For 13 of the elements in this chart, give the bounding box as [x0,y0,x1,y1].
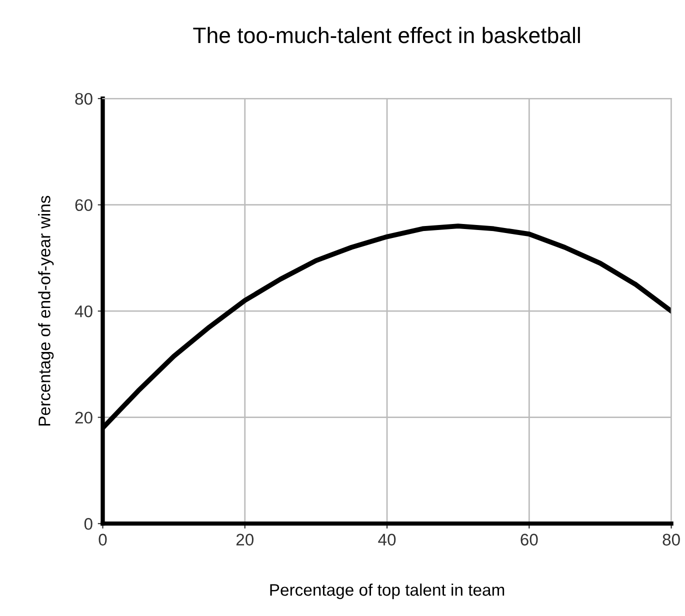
y-tick-label: 80 [75,92,92,105]
y-tick-label: 40 [74,305,92,318]
y-axis-title: Percentage of end-of-year wins [38,196,54,426]
x-tick-label: 80 [662,534,680,546]
y-tick-label: 60 [75,199,92,212]
x-tick-label: 40 [378,534,396,546]
y-tick-label: 20 [75,412,92,424]
x-tick-label: 0 [98,534,107,546]
x-tick-label: 60 [520,534,538,546]
x-tick-label: 20 [236,534,254,546]
y-tick-label: 0 [84,518,92,530]
chart-title: The too-much-talent effect in basketball [193,26,580,44]
x-axis-title: Percentage of top talent in team [270,584,504,600]
